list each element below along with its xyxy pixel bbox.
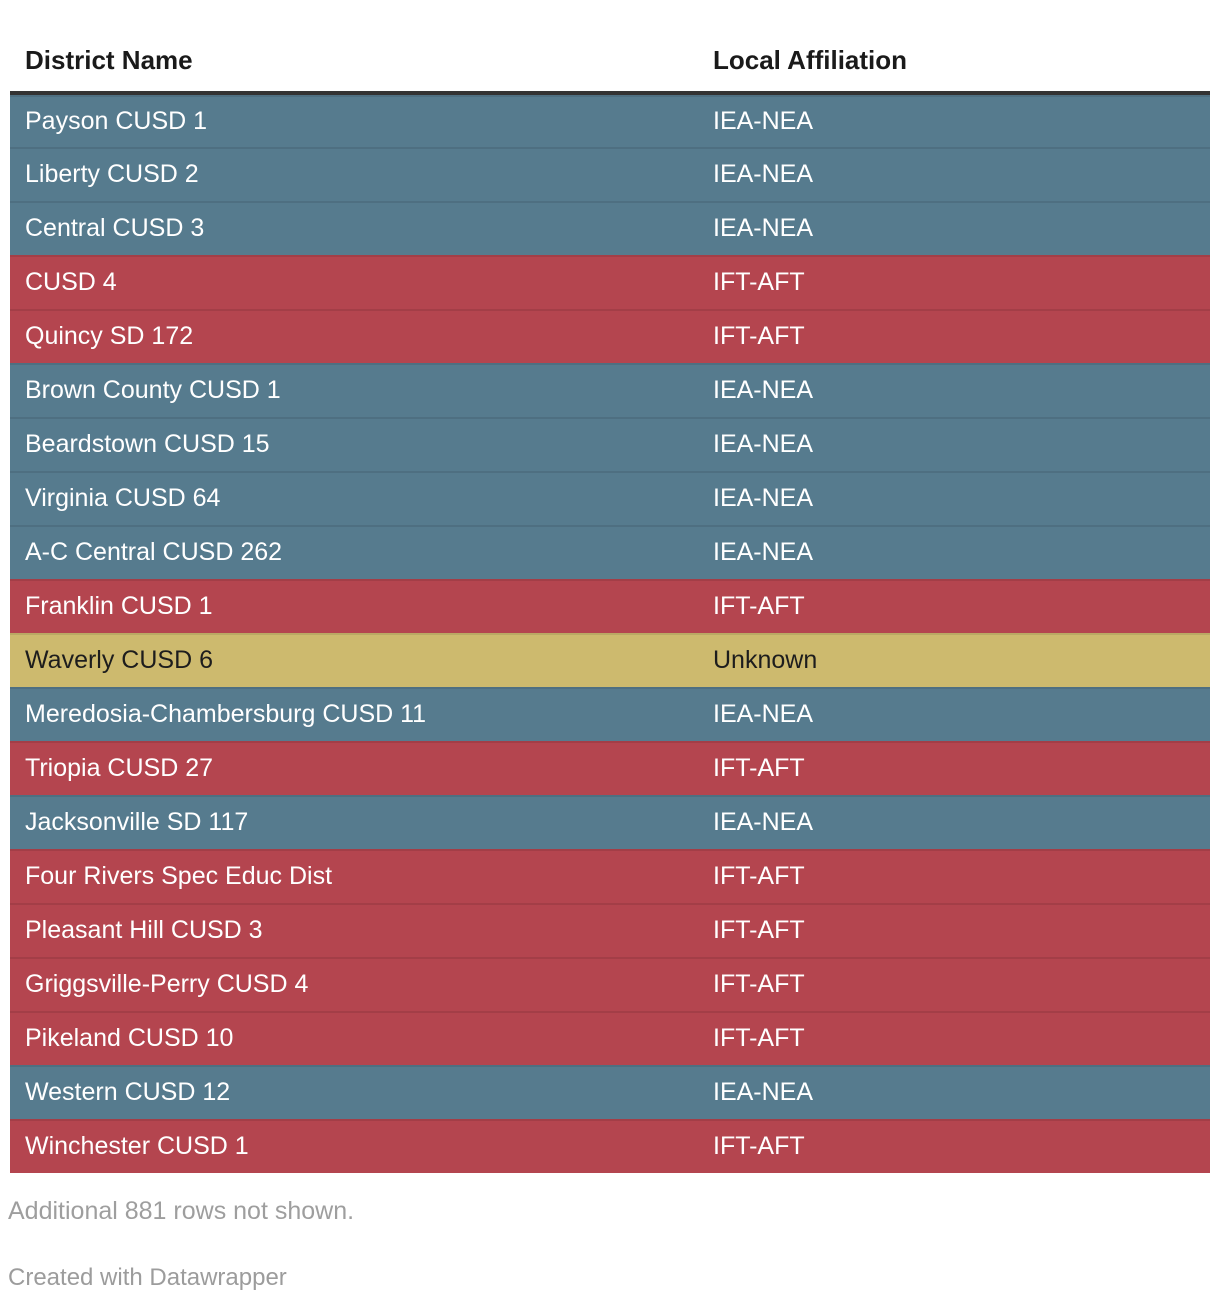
table-row: Central CUSD 3 IEA-NEA bbox=[10, 201, 1210, 255]
affiliation-cell: IFT-AFT bbox=[698, 309, 1210, 363]
affiliation-cell: IEA-NEA bbox=[698, 201, 1210, 255]
district-name-cell: Pikeland CUSD 10 bbox=[10, 1011, 698, 1065]
district-name-cell: Meredosia-Chambersburg CUSD 11 bbox=[10, 687, 698, 741]
affiliation-cell: IEA-NEA bbox=[698, 687, 1210, 741]
district-name-cell: Liberty CUSD 2 bbox=[10, 147, 698, 201]
table-body: Payson CUSD 1 IEA-NEA Liberty CUSD 2 IEA-NE… bbox=[10, 93, 1210, 1173]
district-name-cell: Central CUSD 3 bbox=[10, 201, 698, 255]
district-name-cell: Jacksonville SD 117 bbox=[10, 795, 698, 849]
district-name-cell: Pleasant Hill CUSD 3 bbox=[10, 903, 698, 957]
table-row: Four Rivers Spec Educ Dist IFT-AFT bbox=[10, 849, 1210, 903]
affiliation-cell: IEA-NEA bbox=[698, 471, 1210, 525]
affiliation-cell: IFT-AFT bbox=[698, 1011, 1210, 1065]
table-row: Franklin CUSD 1 IFT-AFT bbox=[10, 579, 1210, 633]
header-row: District Name Local Affiliation bbox=[10, 0, 1210, 95]
affiliation-cell: IEA-NEA bbox=[698, 147, 1210, 201]
table-header: District Name Local Affiliation bbox=[10, 0, 1210, 95]
column-header-district-name: District Name bbox=[10, 0, 698, 95]
district-name-cell: Winchester CUSD 1 bbox=[10, 1119, 698, 1173]
rows-not-shown-note: Additional 881 rows not shown. bbox=[8, 1197, 355, 1225]
affiliation-cell: IFT-AFT bbox=[698, 903, 1210, 957]
table-row: Waverly CUSD 6 Unknown bbox=[10, 633, 1210, 687]
table-row: A-C Central CUSD 262 IEA-NEA bbox=[10, 525, 1210, 579]
affiliation-cell: IFT-AFT bbox=[698, 579, 1210, 633]
district-name-cell: CUSD 4 bbox=[10, 255, 698, 309]
affiliation-cell: Unknown bbox=[698, 633, 1210, 687]
table-row: Griggsville-Perry CUSD 4 IFT-AFT bbox=[10, 957, 1210, 1011]
table-row: Triopia CUSD 27 IFT-AFT bbox=[10, 741, 1210, 795]
table-row: Western CUSD 12 IEA-NEA bbox=[10, 1065, 1210, 1119]
affiliation-cell: IFT-AFT bbox=[698, 741, 1210, 795]
table-row: Pikeland CUSD 10 IFT-AFT bbox=[10, 1011, 1210, 1065]
table-footer: Additional 881 rows not shown. Created w… bbox=[8, 1196, 1208, 1292]
table-row: Winchester CUSD 1 IFT-AFT bbox=[10, 1119, 1210, 1173]
affiliation-cell: IEA-NEA bbox=[698, 93, 1210, 147]
district-name-cell: Brown County CUSD 1 bbox=[10, 363, 698, 417]
district-name-cell: Triopia CUSD 27 bbox=[10, 741, 698, 795]
data-table: District Name Local Affiliation Payson C… bbox=[10, 0, 1210, 1173]
table-row: Virginia CUSD 64 IEA-NEA bbox=[10, 471, 1210, 525]
table-row: Quincy SD 172 IFT-AFT bbox=[10, 309, 1210, 363]
district-name-cell: Four Rivers Spec Educ Dist bbox=[10, 849, 698, 903]
table-row: Meredosia-Chambersburg CUSD 11 IEA-NEA bbox=[10, 687, 1210, 741]
affiliation-cell: IFT-AFT bbox=[698, 255, 1210, 309]
column-header-local-affiliation: Local Affiliation bbox=[698, 0, 1210, 95]
affiliation-cell: IEA-NEA bbox=[698, 1065, 1210, 1119]
affiliation-cell: IEA-NEA bbox=[698, 795, 1210, 849]
affiliation-cell: IEA-NEA bbox=[698, 363, 1210, 417]
district-name-cell: Franklin CUSD 1 bbox=[10, 579, 698, 633]
district-name-cell: Western CUSD 12 bbox=[10, 1065, 698, 1119]
district-name-cell: Virginia CUSD 64 bbox=[10, 471, 698, 525]
affiliation-table: District Name Local Affiliation Payson C… bbox=[10, 0, 1210, 1173]
district-name-cell: Beardstown CUSD 15 bbox=[10, 417, 698, 471]
affiliation-cell: IFT-AFT bbox=[698, 849, 1210, 903]
district-name-cell: A-C Central CUSD 262 bbox=[10, 525, 698, 579]
table-row: Payson CUSD 1 IEA-NEA bbox=[10, 93, 1210, 147]
district-name-cell: Payson CUSD 1 bbox=[10, 93, 698, 147]
table-row: Pleasant Hill CUSD 3 IFT-AFT bbox=[10, 903, 1210, 957]
affiliation-cell: IFT-AFT bbox=[698, 1119, 1210, 1173]
table-row: Beardstown CUSD 15 IEA-NEA bbox=[10, 417, 1210, 471]
table-row: CUSD 4 IFT-AFT bbox=[10, 255, 1210, 309]
affiliation-cell: IEA-NEA bbox=[698, 525, 1210, 579]
affiliation-cell: IEA-NEA bbox=[698, 417, 1210, 471]
datawrapper-credit: Created with Datawrapper bbox=[8, 1264, 287, 1291]
table-row: Brown County CUSD 1 IEA-NEA bbox=[10, 363, 1210, 417]
affiliation-cell: IFT-AFT bbox=[698, 957, 1210, 1011]
district-name-cell: Quincy SD 172 bbox=[10, 309, 698, 363]
table-row: Liberty CUSD 2 IEA-NEA bbox=[10, 147, 1210, 201]
district-name-cell: Griggsville-Perry CUSD 4 bbox=[10, 957, 698, 1011]
table-row: Jacksonville SD 117 IEA-NEA bbox=[10, 795, 1210, 849]
district-name-cell: Waverly CUSD 6 bbox=[10, 633, 698, 687]
